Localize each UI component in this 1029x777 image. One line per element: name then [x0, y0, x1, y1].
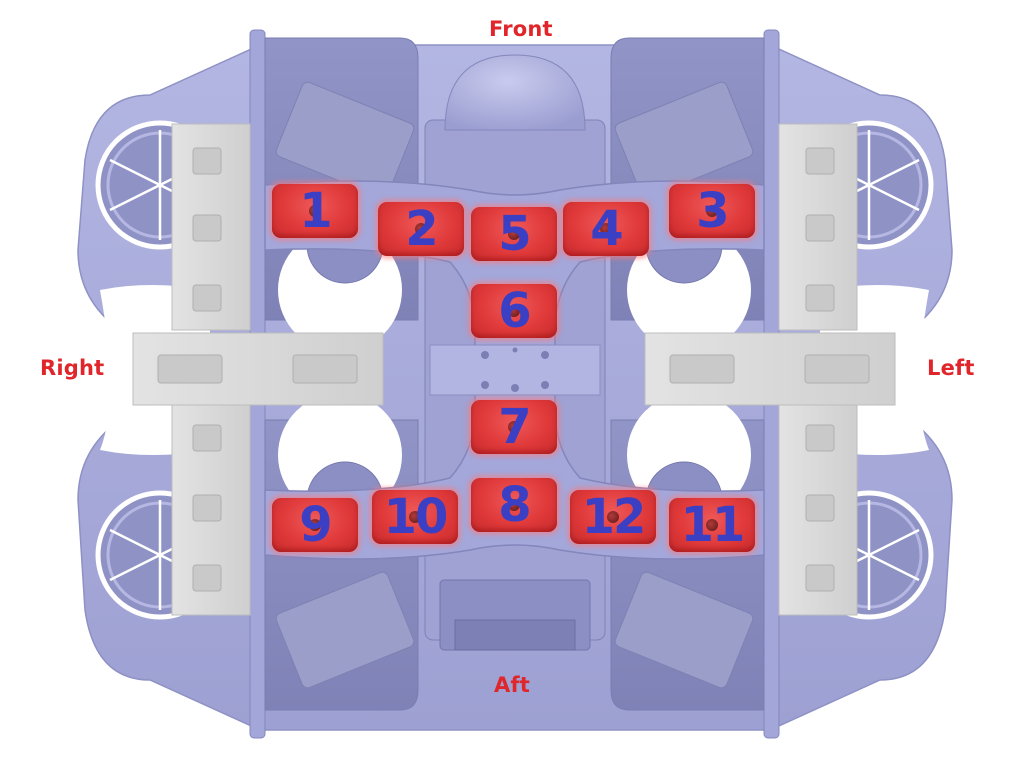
pad-9-number: 9 [299, 497, 332, 553]
pad-5: 5 [471, 207, 557, 261]
aft-label: Aft [494, 673, 531, 697]
pad-4: 4 [563, 202, 649, 256]
aft-right-angled-block [275, 571, 415, 689]
aft-left-angled-block [614, 571, 754, 689]
pad-8: 8 [471, 478, 557, 532]
pad-11-number: 11 [680, 497, 746, 553]
pad-5-number: 5 [498, 206, 531, 262]
pad-6: 6 [471, 284, 557, 338]
right-label: Right [40, 356, 105, 380]
left-label: Left [927, 356, 975, 380]
front-dome [444, 54, 586, 131]
pad-7: 7 [471, 400, 557, 454]
pad-2-number: 2 [405, 201, 438, 257]
pad-12: 12 [570, 490, 656, 544]
pad-3: 3 [669, 184, 755, 238]
pad-10-number: 10 [383, 489, 449, 545]
pad-6-number: 6 [498, 283, 531, 339]
front-left-angled-block [614, 81, 754, 199]
pad-11: 11 [669, 498, 755, 552]
pad-7-number: 7 [498, 399, 531, 455]
pad-1-number: 1 [299, 183, 332, 239]
pad-2: 2 [378, 202, 464, 256]
front-label: Front [489, 17, 553, 41]
pad-9: 9 [272, 498, 358, 552]
pad-8-number: 8 [498, 477, 531, 533]
pad-4-number: 4 [590, 201, 623, 257]
pad-3-number: 3 [696, 183, 729, 239]
pad-12-number: 12 [581, 489, 647, 545]
center-bolts [481, 347, 549, 392]
float-slots [157, 147, 870, 592]
pad-1: 1 [272, 184, 358, 238]
front-right-angled-block [275, 81, 415, 199]
pad-10: 10 [372, 490, 458, 544]
